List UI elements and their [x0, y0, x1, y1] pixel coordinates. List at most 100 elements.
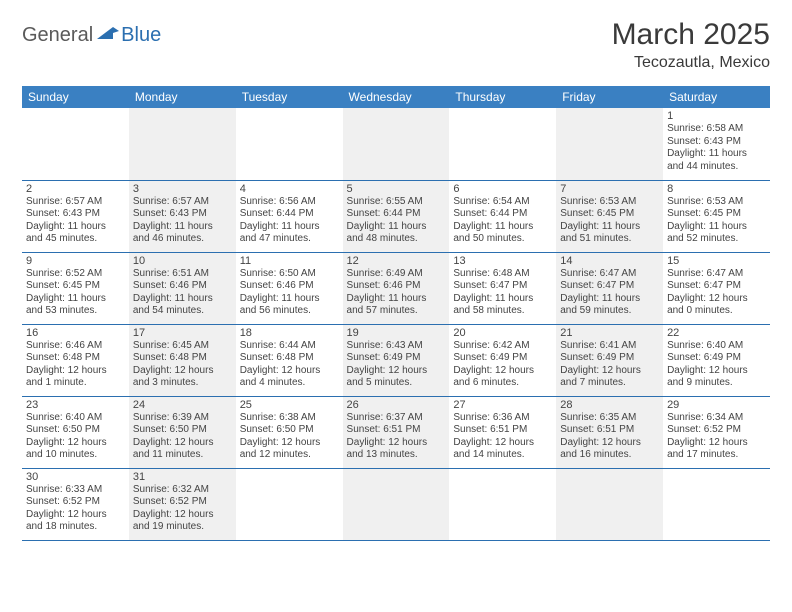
daylight-text: Daylight: 12 hours and 18 minutes. [26, 509, 125, 534]
day-header: Thursday [449, 86, 556, 108]
daylight-text: Daylight: 11 hours and 54 minutes. [133, 293, 232, 318]
sunrise-text: Sunrise: 6:44 AM [240, 340, 339, 353]
sunset-text: Sunset: 6:52 PM [133, 496, 232, 509]
sunset-text: Sunset: 6:51 PM [453, 424, 552, 437]
calendar-row: 9Sunrise: 6:52 AMSunset: 6:45 PMDaylight… [22, 252, 770, 324]
sunset-text: Sunset: 6:43 PM [133, 208, 232, 221]
day-header: Sunday [22, 86, 129, 108]
calendar-cell: 7Sunrise: 6:53 AMSunset: 6:45 PMDaylight… [556, 180, 663, 252]
daylight-text: Daylight: 12 hours and 0 minutes. [667, 293, 766, 318]
day-number: 27 [453, 399, 552, 411]
day-number: 3 [133, 183, 232, 195]
calendar-cell: 25Sunrise: 6:38 AMSunset: 6:50 PMDayligh… [236, 396, 343, 468]
calendar-cell: 23Sunrise: 6:40 AMSunset: 6:50 PMDayligh… [22, 396, 129, 468]
logo-flag-icon [97, 25, 119, 46]
daylight-text: Daylight: 11 hours and 48 minutes. [347, 221, 446, 246]
sunrise-text: Sunrise: 6:47 AM [667, 268, 766, 281]
sunrise-text: Sunrise: 6:38 AM [240, 412, 339, 425]
daylight-text: Daylight: 11 hours and 47 minutes. [240, 221, 339, 246]
daylight-text: Daylight: 12 hours and 1 minute. [26, 365, 125, 390]
day-number: 9 [26, 255, 125, 267]
sunrise-text: Sunrise: 6:57 AM [26, 196, 125, 209]
sunrise-text: Sunrise: 6:42 AM [453, 340, 552, 353]
day-number: 31 [133, 471, 232, 483]
sunset-text: Sunset: 6:50 PM [240, 424, 339, 437]
sunset-text: Sunset: 6:51 PM [560, 424, 659, 437]
day-number: 26 [347, 399, 446, 411]
sunrise-text: Sunrise: 6:45 AM [133, 340, 232, 353]
day-number: 23 [26, 399, 125, 411]
daylight-text: Daylight: 12 hours and 12 minutes. [240, 437, 339, 462]
calendar-cell: 22Sunrise: 6:40 AMSunset: 6:49 PMDayligh… [663, 324, 770, 396]
calendar-table: SundayMondayTuesdayWednesdayThursdayFrid… [22, 86, 770, 541]
sunset-text: Sunset: 6:51 PM [347, 424, 446, 437]
sunset-text: Sunset: 6:45 PM [26, 280, 125, 293]
sunset-text: Sunset: 6:44 PM [240, 208, 339, 221]
logo-text-blue: Blue [121, 24, 161, 47]
sunset-text: Sunset: 6:50 PM [26, 424, 125, 437]
calendar-row: 2Sunrise: 6:57 AMSunset: 6:43 PMDaylight… [22, 180, 770, 252]
page-header: General Blue March 2025 Tecozautla, Mexi… [22, 18, 770, 72]
daylight-text: Daylight: 12 hours and 4 minutes. [240, 365, 339, 390]
logo: General Blue [22, 24, 161, 47]
sunset-text: Sunset: 6:44 PM [453, 208, 552, 221]
calendar-cell: 13Sunrise: 6:48 AMSunset: 6:47 PMDayligh… [449, 252, 556, 324]
calendar-cell [343, 468, 450, 540]
sunrise-text: Sunrise: 6:56 AM [240, 196, 339, 209]
calendar-cell [236, 108, 343, 180]
location: Tecozautla, Mexico [612, 54, 770, 72]
sunrise-text: Sunrise: 6:34 AM [667, 412, 766, 425]
daylight-text: Daylight: 11 hours and 51 minutes. [560, 221, 659, 246]
sunset-text: Sunset: 6:46 PM [240, 280, 339, 293]
day-number: 8 [667, 183, 766, 195]
calendar-cell: 26Sunrise: 6:37 AMSunset: 6:51 PMDayligh… [343, 396, 450, 468]
sunset-text: Sunset: 6:50 PM [133, 424, 232, 437]
title-block: March 2025 Tecozautla, Mexico [612, 18, 770, 72]
calendar-cell: 14Sunrise: 6:47 AMSunset: 6:47 PMDayligh… [556, 252, 663, 324]
calendar-cell [556, 108, 663, 180]
sunrise-text: Sunrise: 6:43 AM [347, 340, 446, 353]
calendar-cell: 5Sunrise: 6:55 AMSunset: 6:44 PMDaylight… [343, 180, 450, 252]
day-number: 21 [560, 327, 659, 339]
calendar-cell: 20Sunrise: 6:42 AMSunset: 6:49 PMDayligh… [449, 324, 556, 396]
calendar-cell: 21Sunrise: 6:41 AMSunset: 6:49 PMDayligh… [556, 324, 663, 396]
sunrise-text: Sunrise: 6:55 AM [347, 196, 446, 209]
sunset-text: Sunset: 6:48 PM [133, 352, 232, 365]
calendar-cell [556, 468, 663, 540]
day-number: 5 [347, 183, 446, 195]
day-number: 2 [26, 183, 125, 195]
day-header: Friday [556, 86, 663, 108]
day-number: 4 [240, 183, 339, 195]
day-number: 18 [240, 327, 339, 339]
calendar-cell [663, 468, 770, 540]
day-header: Saturday [663, 86, 770, 108]
calendar-cell: 28Sunrise: 6:35 AMSunset: 6:51 PMDayligh… [556, 396, 663, 468]
day-number: 17 [133, 327, 232, 339]
calendar-cell: 27Sunrise: 6:36 AMSunset: 6:51 PMDayligh… [449, 396, 556, 468]
sunrise-text: Sunrise: 6:57 AM [133, 196, 232, 209]
calendar-cell: 24Sunrise: 6:39 AMSunset: 6:50 PMDayligh… [129, 396, 236, 468]
calendar-cell: 10Sunrise: 6:51 AMSunset: 6:46 PMDayligh… [129, 252, 236, 324]
day-number: 19 [347, 327, 446, 339]
day-number: 10 [133, 255, 232, 267]
sunset-text: Sunset: 6:46 PM [347, 280, 446, 293]
daylight-text: Daylight: 11 hours and 58 minutes. [453, 293, 552, 318]
calendar-row: 1Sunrise: 6:58 AMSunset: 6:43 PMDaylight… [22, 108, 770, 180]
sunset-text: Sunset: 6:49 PM [453, 352, 552, 365]
calendar-cell [129, 108, 236, 180]
day-header: Wednesday [343, 86, 450, 108]
sunrise-text: Sunrise: 6:41 AM [560, 340, 659, 353]
calendar-cell: 29Sunrise: 6:34 AMSunset: 6:52 PMDayligh… [663, 396, 770, 468]
sunset-text: Sunset: 6:46 PM [133, 280, 232, 293]
sunrise-text: Sunrise: 6:40 AM [26, 412, 125, 425]
daylight-text: Daylight: 12 hours and 7 minutes. [560, 365, 659, 390]
calendar-cell: 4Sunrise: 6:56 AMSunset: 6:44 PMDaylight… [236, 180, 343, 252]
daylight-text: Daylight: 12 hours and 17 minutes. [667, 437, 766, 462]
sunset-text: Sunset: 6:48 PM [240, 352, 339, 365]
calendar-cell [343, 108, 450, 180]
sunrise-text: Sunrise: 6:48 AM [453, 268, 552, 281]
daylight-text: Daylight: 12 hours and 5 minutes. [347, 365, 446, 390]
month-title: March 2025 [612, 18, 770, 52]
day-number: 15 [667, 255, 766, 267]
daylight-text: Daylight: 12 hours and 16 minutes. [560, 437, 659, 462]
